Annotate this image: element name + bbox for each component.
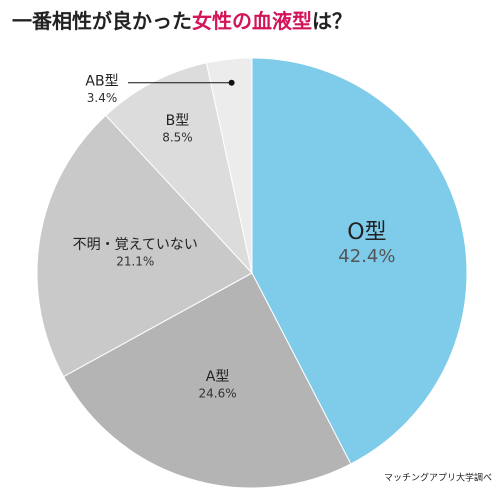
pie-slice	[62, 272, 352, 489]
slice-label: AB型	[85, 74, 118, 90]
slice-value-label: 8.5%	[162, 131, 193, 145]
slice-label: 不明・覚えていない	[73, 237, 198, 253]
pie-slice	[251, 57, 468, 465]
chart-title: 一番相性が良かった女性の血液型は？	[12, 9, 352, 33]
slice-value-label: 24.6%	[199, 387, 237, 401]
pie-slice	[36, 114, 253, 378]
title-part: は？	[312, 9, 352, 33]
slice-label: O型	[347, 220, 386, 245]
slice-label: A型	[206, 369, 230, 385]
slice-value-label: 21.1%	[116, 255, 154, 269]
slice-value-label: 42.4%	[338, 246, 395, 267]
pie-slice	[205, 57, 253, 274]
title-part: 女性の血液型	[192, 9, 312, 33]
title-part: 一番相性が良かった	[12, 9, 192, 33]
slice-value-label: 3.4%	[87, 91, 118, 105]
slice-label: B型	[166, 113, 190, 129]
source: マッチングアプリ大学調べ	[384, 472, 492, 484]
